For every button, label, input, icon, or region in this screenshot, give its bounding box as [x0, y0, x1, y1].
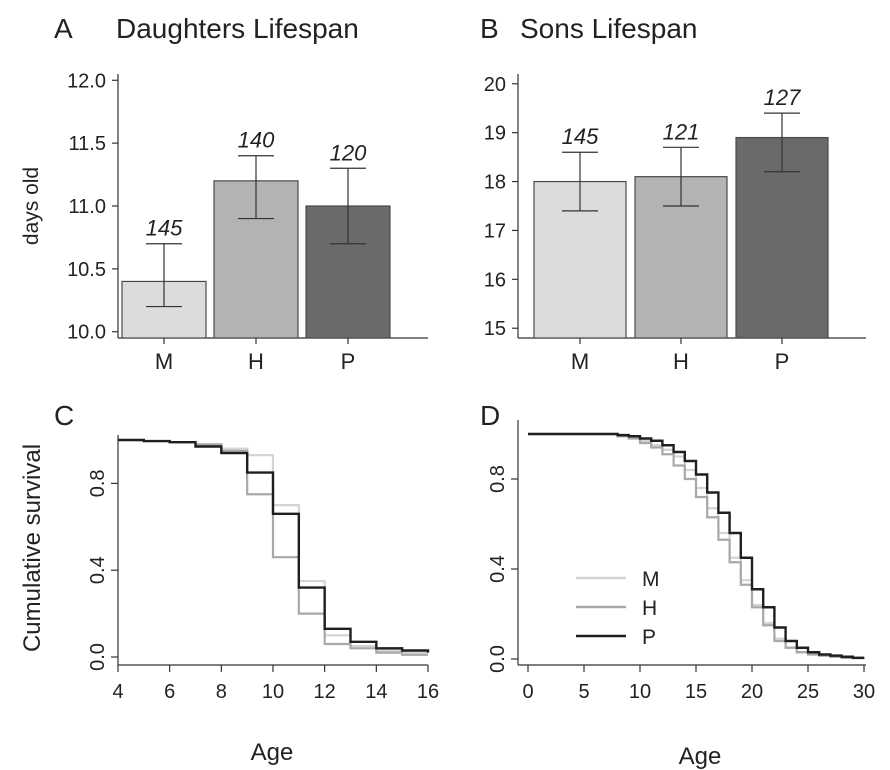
panel-a-category-label-h: H [248, 349, 264, 374]
panel-a-bar-chart: Daughters Lifespan days old 10.0 10.5 11.0… [20, 13, 428, 374]
panel-b-n-label-p: 127 [764, 85, 801, 110]
panel-b-category-label-h: H [673, 349, 689, 374]
panel-d-y-tick-label: 0.4 [487, 555, 509, 583]
panel-d-x-tick-label: 0 [522, 681, 533, 703]
panel-c-y-tick-label: 0.4 [87, 556, 109, 584]
panel-a-ylabel: days old [20, 167, 43, 245]
panel-b-n-label-m: 145 [562, 124, 599, 149]
panel-b-y-tick-label: 16 [484, 269, 506, 291]
panel-b-category-label-m: M [571, 349, 589, 374]
panel-a-y-tick-label: 12.0 [67, 70, 106, 92]
panel-c-survival-chart: Cumulative survival Age 4 6 8 10 12 14 16 0.0 0.… [19, 435, 439, 766]
panel-d-x-tick-label: 30 [853, 681, 875, 703]
panel-b-bar-p [735, 136, 829, 339]
panel-b-y-tick-label: 17 [484, 220, 506, 242]
panel-c-x-tick-label: 4 [112, 681, 123, 703]
panel-d-xlabel: Age [679, 743, 722, 770]
panel-d-series-p [528, 432, 864, 660]
panel-a-y-tick-label: 11.5 [69, 133, 106, 155]
panel-b-bar-chart: Sons Lifespan 15 16 17 18 19 20 145 M 121 H 127 P [484, 13, 866, 374]
panel-a-title: Daughters Lifespan [116, 13, 359, 44]
panel-c-x-tick-label: 14 [365, 681, 387, 703]
panel-d-legend-label-p: P [642, 626, 656, 649]
panel-c-x-tick-label: 10 [262, 681, 284, 703]
panel-a-category-label-p: P [341, 349, 356, 374]
panel-letter-c: C [54, 400, 74, 431]
panel-a-y-tick-label: 11.0 [69, 196, 106, 218]
panel-c-x-tick-label: 6 [164, 681, 175, 703]
panel-c-ylabel: Cumulative survival [19, 444, 46, 652]
panel-d-legend-label-h: H [642, 597, 657, 620]
panel-b-n-label-h: 121 [663, 119, 700, 144]
panel-a-n-label-h: 140 [238, 128, 275, 153]
panel-a-n-label-m: 145 [146, 216, 183, 241]
panel-a-n-label-p: 120 [330, 140, 367, 165]
panel-b-y-tick-label: 19 [484, 123, 506, 145]
panel-b-y-tick-label: 18 [484, 172, 506, 194]
panel-c-xlabel: Age [251, 739, 294, 766]
panel-d-x-tick-label: 25 [797, 681, 819, 703]
panel-letter-d: D [480, 400, 500, 431]
panel-d-x-tick-label: 5 [578, 681, 589, 703]
panel-c-series-p [118, 438, 430, 653]
panel-c-y-tick-label: 0.8 [87, 469, 109, 497]
panel-c-x-tick-label: 8 [216, 681, 227, 703]
panel-b-category-label-p: P [775, 349, 790, 374]
panel-letter-a: A [54, 13, 73, 44]
panel-a-y-tick-label: 10.0 [67, 322, 106, 344]
panel-d-x-tick-label: 10 [629, 681, 651, 703]
panel-b-y-tick-label: 15 [484, 318, 506, 340]
panel-c-x-tick-label: 16 [417, 681, 439, 703]
panel-a-category-label-m: M [155, 349, 173, 374]
panel-a-y-tick-label: 10.5 [67, 259, 106, 281]
panel-c-x-tick-label: 12 [314, 681, 336, 703]
panel-d-y-tick-label: 0.0 [487, 645, 509, 673]
panel-b-title: Sons Lifespan [520, 13, 697, 44]
panel-d-survival-chart: Age 0 5 10 15 20 25 30 0.0 0.4 0.8 MHP [487, 420, 875, 770]
panel-d-legend-label-m: M [642, 568, 660, 591]
panel-d-y-tick-label: 0.8 [487, 465, 509, 493]
panel-c-y-tick-label: 0.0 [87, 643, 109, 671]
panel-d-x-tick-label: 20 [741, 681, 763, 703]
panel-b-y-tick-label: 20 [484, 74, 506, 96]
panel-letter-b: B [480, 13, 499, 44]
panel-d-x-tick-label: 15 [685, 681, 707, 703]
